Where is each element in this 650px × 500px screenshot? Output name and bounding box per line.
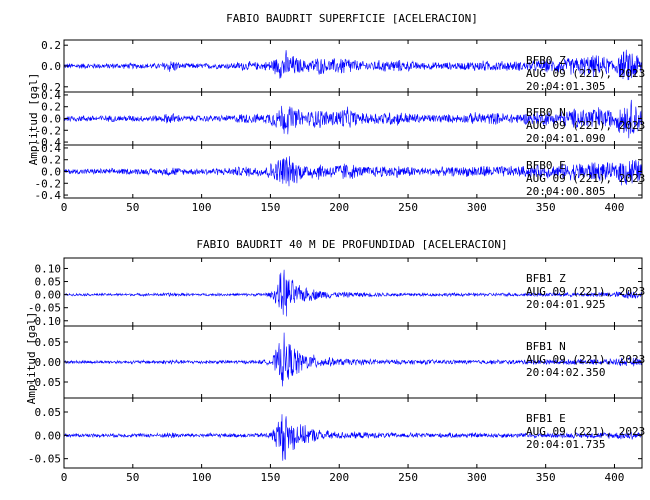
y-tick-label: -0.10 xyxy=(28,315,61,328)
trace-annotation-line: BFB1 Z xyxy=(526,272,566,285)
y-tick-label: -0.2 xyxy=(35,81,62,94)
waveform-trace-bfb0-z xyxy=(64,49,642,81)
waveform-trace-bfb1-e xyxy=(64,414,642,461)
trace-annotation-line: 20:04:01.925 xyxy=(526,298,605,311)
y-tick-label: 0.2 xyxy=(41,154,61,167)
y-tick-label: 0.0 xyxy=(41,166,61,179)
y-tick-label: 0.2 xyxy=(41,39,61,52)
y-tick-label: 0.05 xyxy=(35,406,62,419)
trace-annotation-line: AUG 09 (221), 2023 xyxy=(526,119,645,132)
y-tick-label: 0.05 xyxy=(35,276,62,289)
y-tick-label: -0.05 xyxy=(28,302,61,315)
y-axis-label-top: Amplitud [gal] xyxy=(27,73,40,166)
x-tick-label: 150 xyxy=(260,471,280,484)
trace-annotation-line: 20:04:01.090 xyxy=(526,132,605,145)
y-tick-label: 0.4 xyxy=(41,142,61,155)
x-tick-label: 250 xyxy=(398,201,418,214)
trace-annotation-line: BFB1 E xyxy=(526,412,566,425)
y-tick-label: 0.0 xyxy=(41,113,61,126)
y-tick-label: 0.4 xyxy=(41,89,61,102)
y-tick-label: 0.00 xyxy=(35,356,62,369)
trace-annotation-line: BFB0 Z xyxy=(526,54,566,67)
y-tick-label: 0.0 xyxy=(41,60,61,73)
y-tick-label: -0.4 xyxy=(35,189,62,202)
trace-annotation-line: 20:04:01.735 xyxy=(526,438,605,451)
x-tick-label: 200 xyxy=(329,201,349,214)
trace-annotation-line: BFB0 N xyxy=(526,106,566,119)
panel-frame xyxy=(63,397,643,469)
x-tick-label: 0 xyxy=(61,471,68,484)
y-axis-label-bottom: Amplitud [gal] xyxy=(25,312,38,405)
y-tick-label: -0.05 xyxy=(28,376,61,389)
trace-annotation-line: BFB1 N xyxy=(526,340,566,353)
trace-annotation-line: AUG 09 (221), 2023 xyxy=(526,67,645,80)
x-tick-label: 0 xyxy=(61,201,68,214)
y-tick-label: -0.4 xyxy=(35,136,62,149)
y-tick-label: 0.10 xyxy=(35,262,62,275)
trace-annotation-line: AUG 09 (221), 2023 xyxy=(526,353,645,366)
y-tick-label: -0.2 xyxy=(35,177,62,190)
x-tick-label: 200 xyxy=(329,471,349,484)
y-tick-label: 0.2 xyxy=(41,101,61,114)
waveform-trace-bfb0-e xyxy=(64,156,642,187)
x-tick-label: 300 xyxy=(467,201,487,214)
waveform-trace-bfb0-n xyxy=(64,99,642,139)
x-tick-label: 300 xyxy=(467,471,487,484)
trace-annotation-line: 20:04:02.350 xyxy=(526,366,605,379)
x-tick-label: 100 xyxy=(192,201,212,214)
x-tick-label: 150 xyxy=(260,201,280,214)
chart-title-bottom: FABIO BAUDRIT 40 M DE PROFUNDIDAD [ACELE… xyxy=(196,238,507,251)
trace-annotation-line: 20:04:00.805 xyxy=(526,185,605,198)
waveform-trace-bfb1-z xyxy=(64,269,642,317)
y-tick-label: 0.00 xyxy=(35,289,62,302)
x-tick-label: 50 xyxy=(126,471,139,484)
x-tick-label: 250 xyxy=(398,471,418,484)
trace-annotation-line: AUG 09 (221), 2023 xyxy=(526,425,645,438)
x-tick-label: 50 xyxy=(126,201,139,214)
trace-annotation-line: AUG 09 (221), 2023 xyxy=(526,172,645,185)
x-tick-label: 400 xyxy=(605,471,625,484)
x-tick-label: 100 xyxy=(192,471,212,484)
trace-annotation-line: 20:04:01.305 xyxy=(526,80,605,93)
x-tick-label: 350 xyxy=(536,471,556,484)
y-tick-label: 0.05 xyxy=(35,336,62,349)
x-tick-label: 350 xyxy=(536,201,556,214)
y-tick-label: -0.05 xyxy=(28,453,61,466)
waveform-trace-bfb1-n xyxy=(64,332,642,387)
x-tick-label: 400 xyxy=(605,201,625,214)
y-tick-label: 0.00 xyxy=(35,429,62,442)
y-tick-label: -0.2 xyxy=(35,124,62,137)
trace-annotation-line: AUG 09 (221), 2023 xyxy=(526,285,645,298)
chart-title-top: FABIO BAUDRIT SUPERFICIE [ACELERACION] xyxy=(226,12,478,25)
trace-annotation-line: BFB0 E xyxy=(526,159,566,172)
